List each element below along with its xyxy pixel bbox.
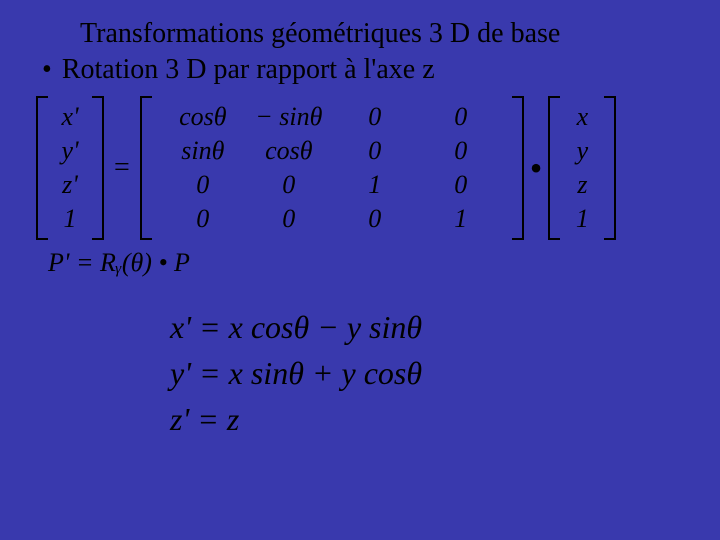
cell: 1 <box>568 202 596 236</box>
cell: 1 <box>56 202 84 236</box>
eq-line-1: x' = x cosθ − y sinθ <box>170 304 690 350</box>
cell: 0 <box>160 202 246 236</box>
cell: x' <box>56 100 84 134</box>
slide-title: Transformations géométriques 3 D de base <box>80 18 690 50</box>
compact-formula: P' = Rᵧ(θ) • P <box>48 248 690 278</box>
matrix-equation: x' y' z' 1 = cosθ − sinθ 0 0 sinθ cosθ <box>36 96 690 240</box>
cell: 0 <box>332 202 418 236</box>
input-vector: x y z 1 <box>548 96 616 240</box>
cell: 0 <box>160 168 246 202</box>
eq-line-2: y' = x sinθ + y cosθ <box>170 350 690 396</box>
dot-operator: • <box>524 163 549 173</box>
equals-sign: = <box>104 152 140 184</box>
bullet-dot: • <box>42 54 52 86</box>
cell: 1 <box>332 168 418 202</box>
cell: 0 <box>418 100 504 134</box>
cell: x <box>568 100 596 134</box>
cell: 0 <box>418 168 504 202</box>
cell: 0 <box>418 134 504 168</box>
cell: 0 <box>332 134 418 168</box>
cell: y' <box>56 134 84 168</box>
bullet-line: • Rotation 3 D par rapport à l'axe z <box>30 54 690 86</box>
cell: 0 <box>246 168 332 202</box>
bullet-text: Rotation 3 D par rapport à l'axe z <box>62 54 435 86</box>
rotation-matrix: cosθ − sinθ 0 0 sinθ cosθ 0 0 0 0 1 0 <box>140 96 524 240</box>
cell: sinθ <box>160 134 246 168</box>
cell: 0 <box>332 100 418 134</box>
expanded-equations: x' = x cosθ − y sinθ y' = x sinθ + y cos… <box>170 304 690 442</box>
cell: cosθ <box>246 134 332 168</box>
cell: cosθ <box>160 100 246 134</box>
slide: Transformations géométriques 3 D de base… <box>0 0 720 442</box>
cell: z <box>568 168 596 202</box>
cell: 0 <box>246 202 332 236</box>
result-vector: x' y' z' 1 <box>36 96 104 240</box>
cell: y <box>568 134 596 168</box>
cell: 1 <box>418 202 504 236</box>
eq-line-3: z' = z <box>170 396 690 442</box>
cell: − sinθ <box>246 100 332 134</box>
cell: z' <box>56 168 84 202</box>
